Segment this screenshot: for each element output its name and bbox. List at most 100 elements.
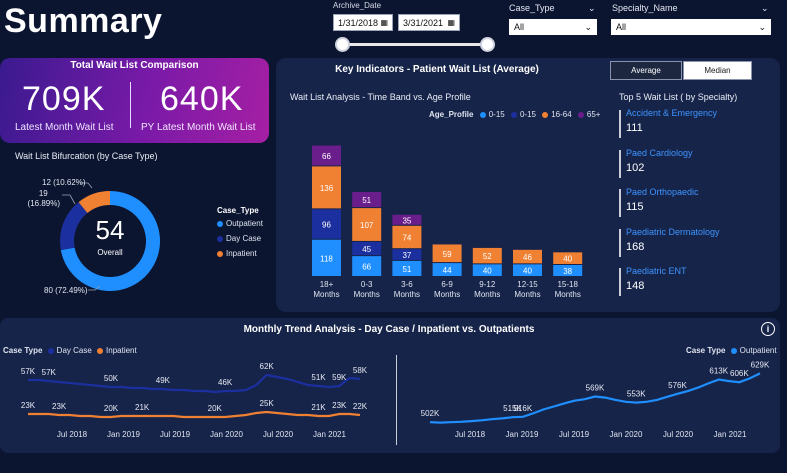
data-label: 20K <box>208 404 223 413</box>
bar-segment[interactable] <box>432 263 462 276</box>
x-tick-label: 6-9 <box>441 280 453 289</box>
bar-value-label: 37 <box>402 251 411 260</box>
bar-value-label: 96 <box>322 221 331 230</box>
legend-item[interactable]: Inpatient <box>97 346 137 355</box>
legend-item[interactable]: Outpatient <box>730 346 777 355</box>
bar-segment[interactable] <box>392 249 422 260</box>
data-label: 553K <box>627 390 646 399</box>
bar-segment[interactable] <box>472 264 502 276</box>
donut-label-outpatient: 80 (72.49%) <box>44 286 88 295</box>
bar-segment[interactable] <box>312 239 341 276</box>
legend-item-inpatient[interactable]: Inpatient <box>217 249 263 258</box>
data-label: 629K <box>751 360 770 369</box>
bar-value-label: 45 <box>362 245 371 254</box>
calendar-icon[interactable]: ▦ <box>380 18 388 27</box>
date-to-input[interactable]: 3/31/2021 ▦ <box>398 14 460 31</box>
bifurcation-title: Wait List Bifurcation (by Case Type) <box>15 151 158 161</box>
bar-segment[interactable] <box>312 166 341 209</box>
legend-item-outpatient[interactable]: Outpatient <box>217 219 263 228</box>
kpi-divider <box>130 82 131 128</box>
top5-title: Top 5 Wait List ( by Specialty) <box>619 92 738 102</box>
bar-segment[interactable] <box>553 264 583 276</box>
bar-segment[interactable] <box>513 264 542 276</box>
legend-dot-icon <box>47 347 54 354</box>
chevron-down-icon[interactable]: ⌄ <box>761 3 769 13</box>
median-toggle-button[interactable]: Median <box>683 61 752 80</box>
latest-wait-list-value: 709K <box>22 80 106 118</box>
legend-item[interactable]: 16-64 <box>542 110 572 119</box>
donut-label-daycase-pct: (16.89%) <box>28 199 61 208</box>
chevron-down-icon[interactable]: ⌄ <box>588 3 596 13</box>
case-type-value: All <box>514 22 525 32</box>
legend-dot-icon <box>577 111 584 118</box>
legend-item[interactable]: 65+ <box>577 110 600 119</box>
legend-item[interactable]: Day Case <box>47 346 92 355</box>
specialty-select[interactable]: All ⌄ <box>611 19 771 35</box>
series-line[interactable] <box>28 373 361 394</box>
left-trend-legend: Case Type Day Case Inpatient <box>3 346 137 355</box>
top5-item-bar <box>619 110 621 138</box>
bar-segment[interactable] <box>392 260 422 276</box>
bar-segment[interactable] <box>352 241 382 256</box>
donut-center-label: Overall <box>97 248 123 257</box>
bifurcation-donut-chart: 54 Overall 12 (10.62%) 19 (16.89%) 80 (7… <box>28 178 160 295</box>
bar-value-label: 44 <box>443 266 452 275</box>
case-type-filter-label: Case_Type <box>509 3 555 13</box>
donut-label-inpatient: 12 (10.62%) <box>42 178 86 187</box>
bar-segment[interactable] <box>513 249 542 264</box>
x-tick-label: Jan 2021 <box>313 430 346 439</box>
bifurcation-legend: Case_Type Outpatient Day Case Inpatient <box>217 206 263 258</box>
bar-value-label: 40 <box>483 267 492 276</box>
date-range-slider[interactable] <box>342 43 488 46</box>
donut-slice-inpatient[interactable] <box>78 191 110 213</box>
bar-segment[interactable] <box>352 191 382 208</box>
legend-item[interactable]: 0-15 <box>479 110 505 119</box>
series-line[interactable] <box>28 410 361 419</box>
bar-segment[interactable] <box>352 256 382 276</box>
bar-value-label: 40 <box>523 267 532 276</box>
bar-segment[interactable] <box>432 244 462 263</box>
calendar-icon[interactable]: ▦ <box>447 18 455 27</box>
bar-segment[interactable] <box>553 252 583 264</box>
donut-slice-day-case[interactable] <box>60 202 88 251</box>
average-toggle-button[interactable]: Average <box>610 61 682 80</box>
data-label: 515K <box>503 404 522 413</box>
data-label: 569K <box>586 383 605 392</box>
case-type-select[interactable]: All ⌄ <box>509 19 597 35</box>
kpi-title: Total Wait List Comparison <box>70 60 199 71</box>
bar-segment[interactable] <box>392 225 422 249</box>
x-tick-label: Jul 2020 <box>663 430 694 439</box>
legend-item-daycase[interactable]: Day Case <box>217 234 263 243</box>
bar-segment[interactable] <box>312 145 341 166</box>
top5-item-name: Paed Orthopaedic <box>626 187 699 197</box>
data-label: 502K <box>421 409 440 418</box>
data-label: 516K <box>513 404 532 413</box>
top5-item-value: 148 <box>626 280 645 292</box>
bar-value-label: 38 <box>563 267 572 276</box>
right-trend-legend: Case Type Outpatient <box>686 346 777 355</box>
data-label: 50K <box>104 374 119 383</box>
top5-item-name: Paediatric ENT <box>626 266 687 276</box>
bar-segment[interactable] <box>392 214 422 225</box>
bar-value-label: 107 <box>360 221 374 230</box>
legend-item[interactable]: 0-15 <box>510 110 536 119</box>
info-icon[interactable]: i <box>761 322 775 336</box>
latest-wait-list-label: Latest Month Wait List <box>15 122 114 133</box>
bar-value-label: 118 <box>320 254 333 263</box>
date-slider-end-handle[interactable] <box>480 37 495 52</box>
date-from-value: 1/31/2018 <box>338 17 379 28</box>
left-legend-title: Case Type <box>3 346 43 355</box>
series-line[interactable] <box>429 372 761 424</box>
date-from-input[interactable]: 1/31/2018 ▦ <box>333 14 393 31</box>
x-tick-label: Jan 2020 <box>210 430 243 439</box>
x-tick-label: 18+ <box>320 280 334 289</box>
py-wait-list-value: 640K <box>160 80 244 118</box>
bar-segment[interactable] <box>312 209 341 239</box>
donut-center-value: 54 <box>96 215 125 245</box>
bar-value-label: 66 <box>322 152 331 161</box>
data-label: 23K <box>21 401 36 410</box>
legend-label: 0-15 <box>488 110 505 119</box>
date-slider-start-handle[interactable] <box>335 37 350 52</box>
bar-segment[interactable] <box>472 247 502 264</box>
bar-segment[interactable] <box>352 208 382 241</box>
